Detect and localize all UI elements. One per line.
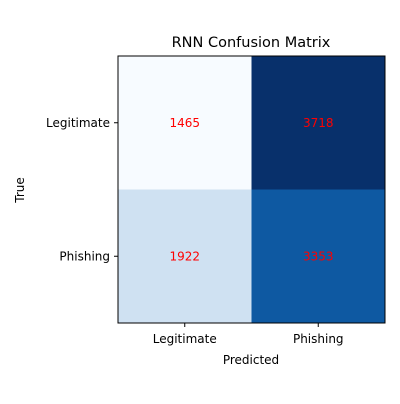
heatmap-cell: [251, 56, 385, 190]
heatmap-cell: [118, 189, 252, 323]
y-axis-label: True: [13, 177, 27, 204]
cell-value-label: 1465: [169, 116, 200, 130]
heatmap-cells: [118, 56, 385, 323]
cell-value-label: 3353: [303, 249, 334, 263]
cell-value-label: 3718: [303, 116, 334, 130]
x-tick-label: Phishing: [293, 332, 344, 346]
x-tick-label: Legitimate: [153, 332, 217, 346]
heatmap-cell: [251, 189, 385, 323]
cell-value-label: 1922: [169, 249, 200, 263]
cell-value-labels: 1465 3718 1922 3353: [169, 116, 333, 264]
chart-title: RNN Confusion Matrix: [172, 35, 331, 51]
x-axis-label: Predicted: [223, 353, 279, 367]
x-axis-ticks: Legitimate Phishing: [153, 323, 344, 346]
y-tick-label: Phishing: [59, 249, 110, 263]
y-tick-label: Legitimate: [46, 116, 110, 130]
plot-frame: [117, 55, 386, 324]
y-axis-ticks: Legitimate Phishing: [46, 116, 118, 263]
heatmap-cell: [118, 56, 252, 190]
